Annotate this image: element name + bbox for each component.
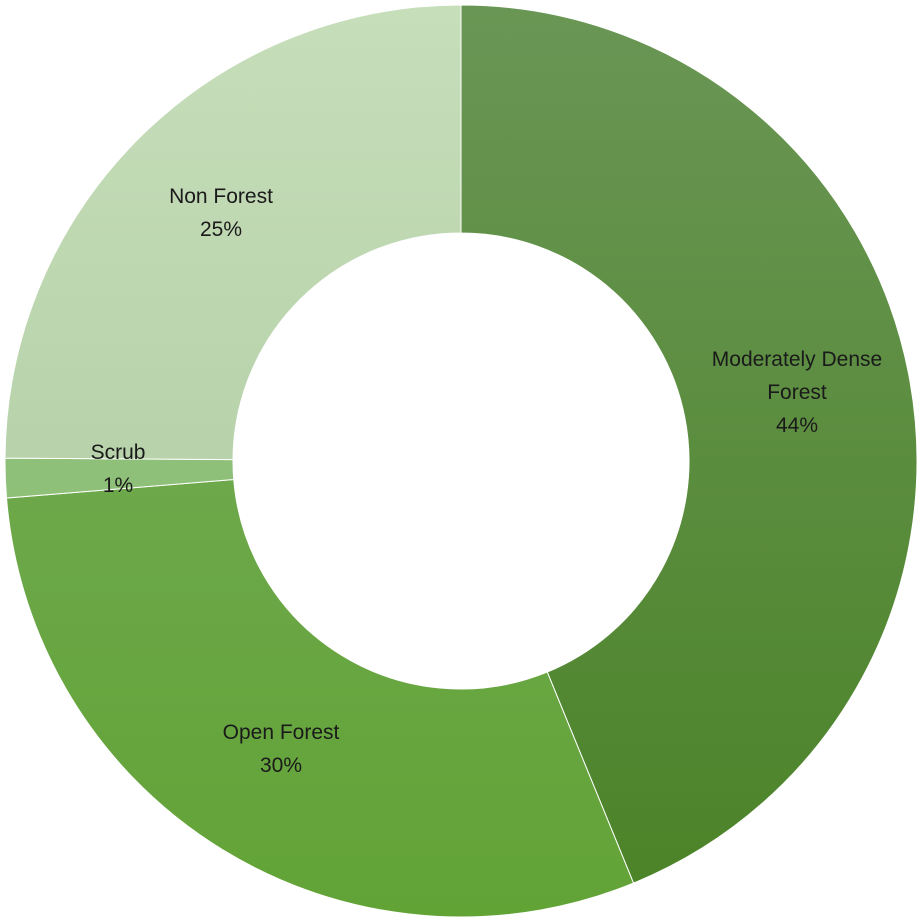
slice-percent-label: 30%	[260, 754, 302, 777]
donut-labels: Moderately Dense Forest 44% Open Forest 30% S…	[91, 185, 883, 777]
slice-percent-label: 25%	[200, 218, 242, 241]
slice-percent-label: 1%	[103, 474, 133, 497]
slice-non-forest	[4, 4, 462, 461]
slice-name-label: Scrub	[91, 441, 146, 464]
slice-name-label: Non Forest	[169, 185, 273, 208]
donut-slices	[4, 4, 918, 918]
slice-label-open-forest: Open Forest 30%	[223, 721, 340, 777]
slice-label-non-forest: Non Forest 25%	[169, 185, 273, 241]
slice-moderately-dense-forest	[460, 4, 918, 884]
slice-open-forest	[5, 478, 635, 918]
slice-percent-label: 44%	[776, 414, 818, 437]
slice-name-label: Moderately Dense	[712, 348, 882, 371]
slice-label-moderately-dense-forest: Moderately Dense Forest 44%	[712, 348, 882, 437]
slice-name-label: Open Forest	[223, 721, 340, 744]
slice-label-scrub: Scrub 1%	[91, 441, 146, 497]
slice-name-label: Forest	[767, 381, 827, 404]
